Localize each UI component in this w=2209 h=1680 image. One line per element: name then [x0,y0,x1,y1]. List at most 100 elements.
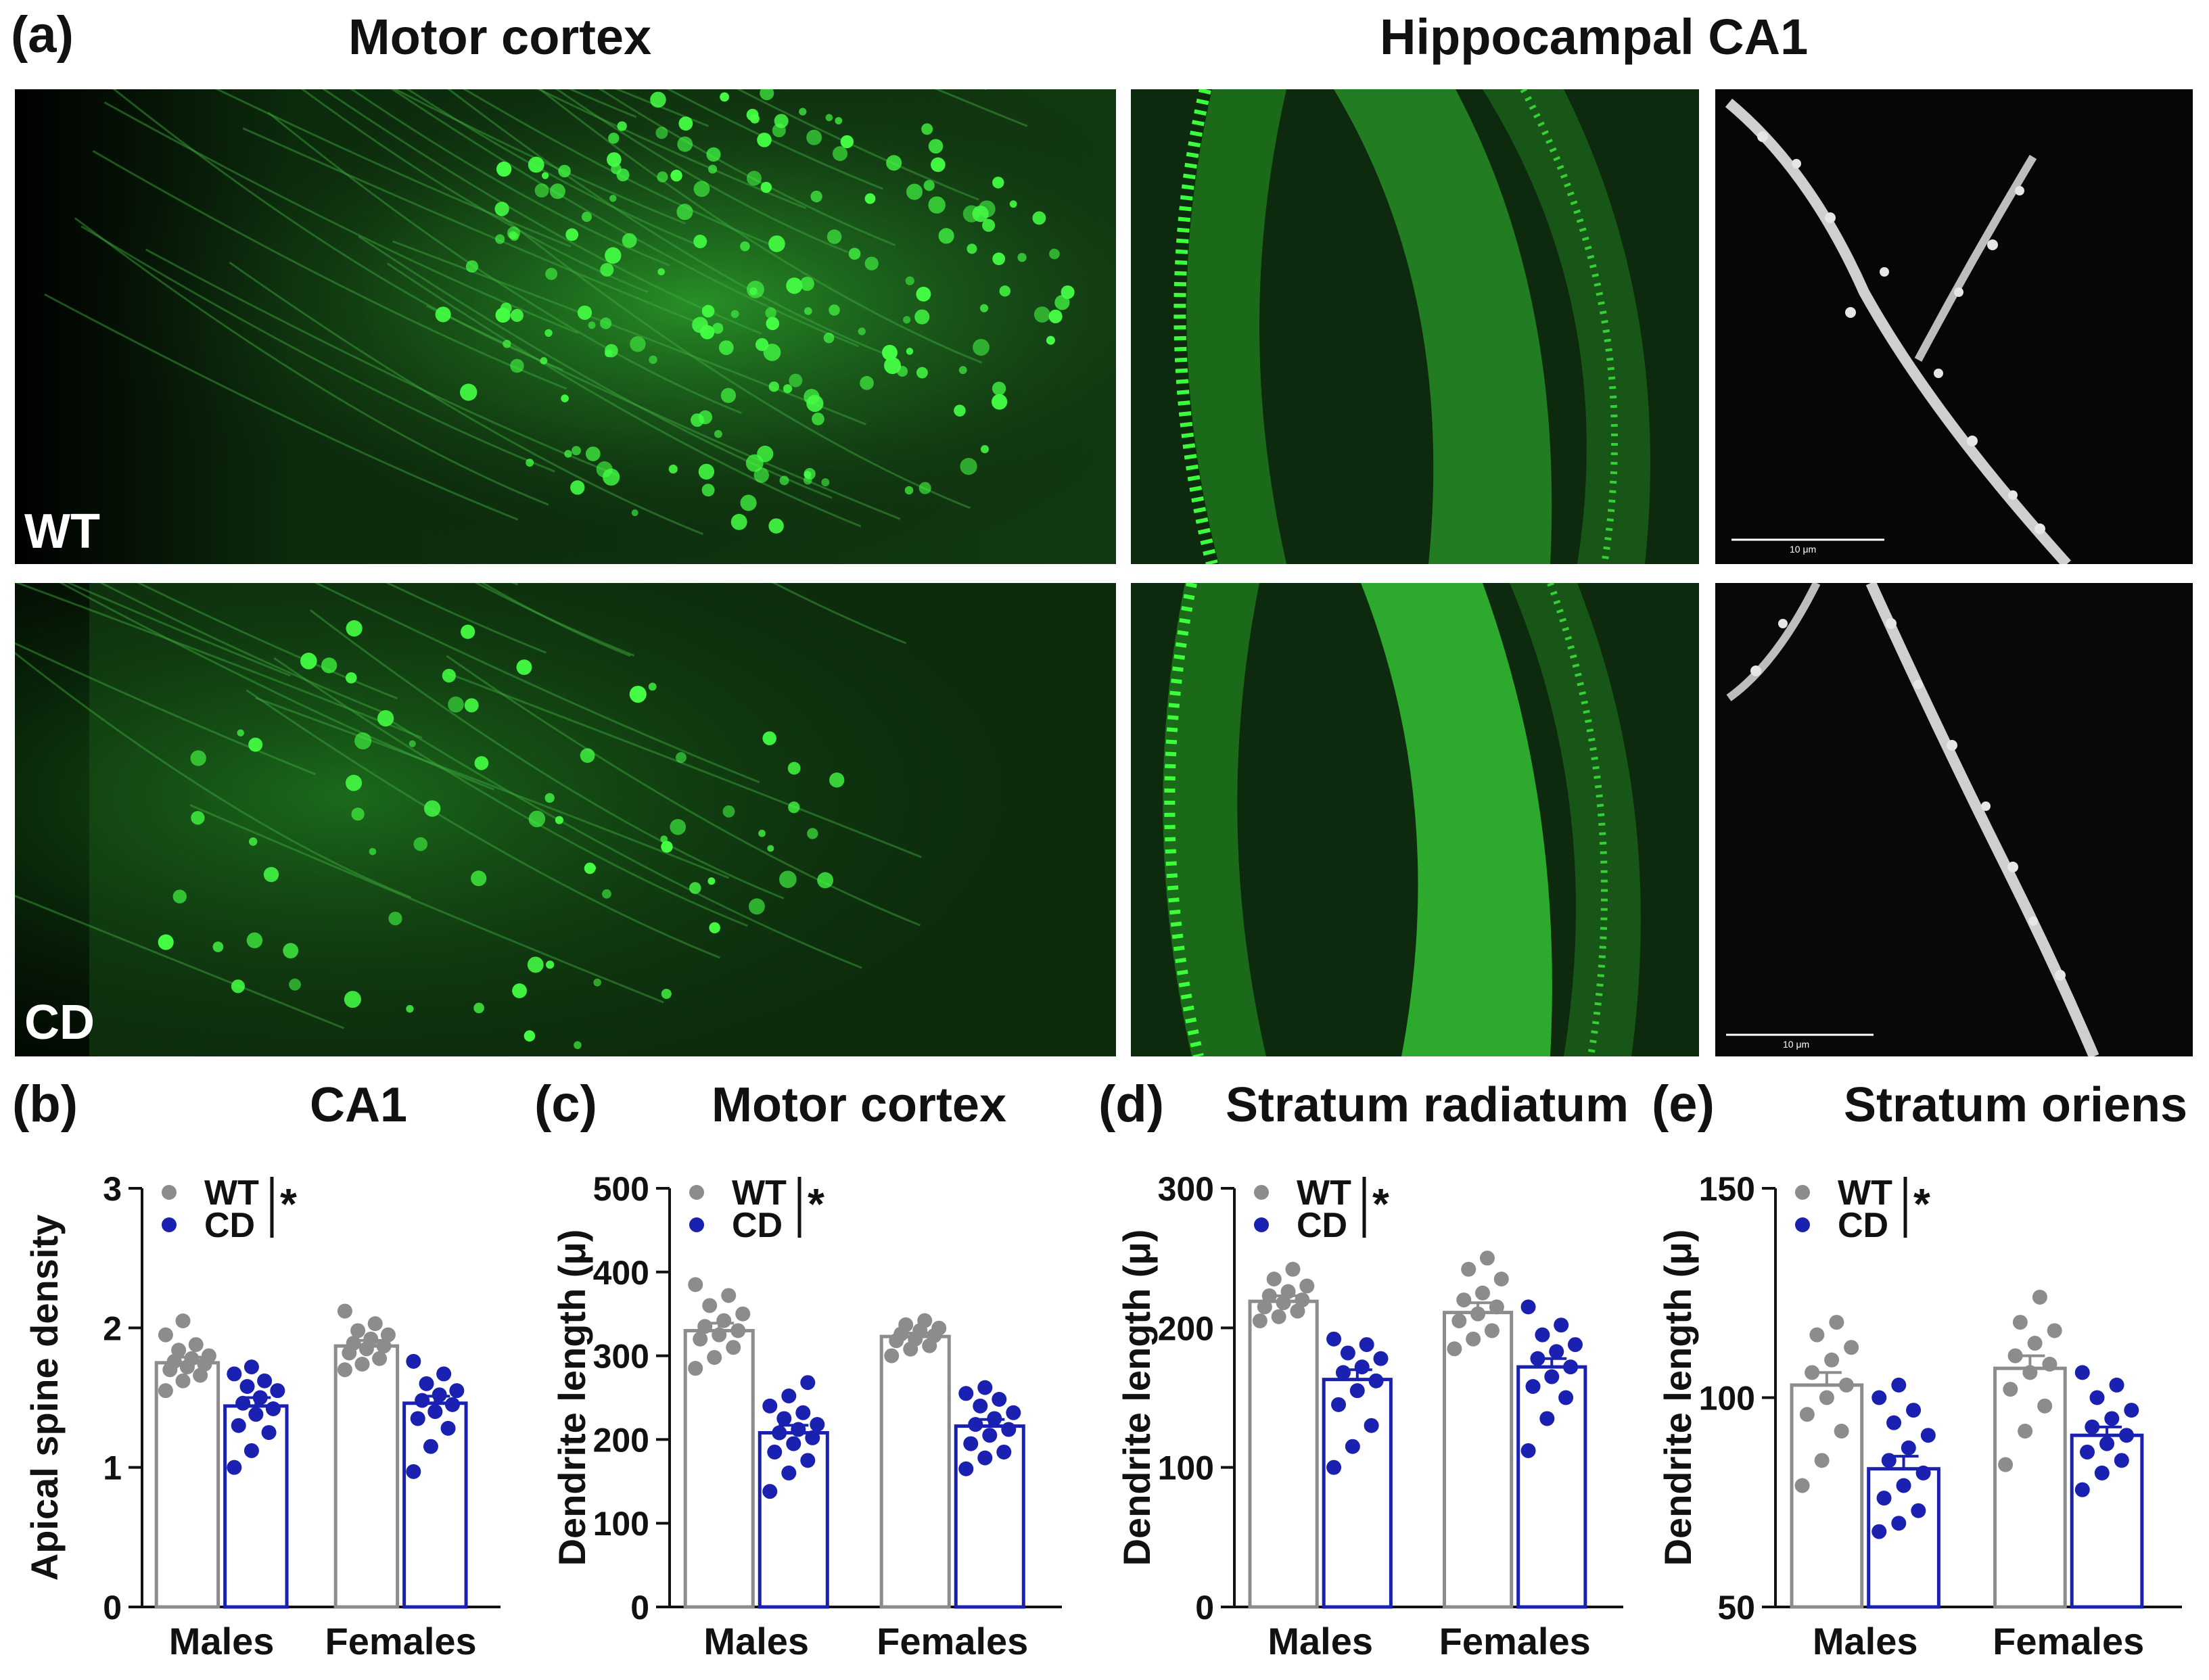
legend-marker-wt [162,1185,177,1200]
motor-cortex-title: Motor cortex [348,9,652,65]
data-point-cd [786,1436,801,1451]
data-point-cd [2104,1411,2120,1426]
labeled-neuron [954,404,966,417]
labeled-neuron [670,169,682,182]
labeled-neuron [906,183,923,200]
data-point-cd [800,1375,816,1391]
data-point-wt [346,1336,361,1351]
labeled-neuron [503,340,511,348]
labeled-neuron [740,241,750,252]
wt-ca1-fluorescence [1131,89,1699,564]
data-point-cd [444,1397,460,1412]
legend-label-wt: WT [204,1173,259,1213]
data-point-cd [1345,1439,1360,1454]
labeled-neuron [555,816,563,824]
data-point-cd [1359,1337,1374,1353]
labeled-neuron [248,837,258,846]
cd-motor-cortex-fluorescence [15,583,1116,1056]
data-point-wt [372,1351,388,1366]
data-point-wt [2042,1356,2057,1372]
labeled-neuron [992,381,1006,396]
bar-cd [223,1404,289,1609]
labeled-neuron [678,116,693,131]
labeled-neuron [661,988,672,1000]
labeled-neuron [561,394,569,402]
labeled-neuron [788,801,800,814]
labeled-neuron [973,339,990,356]
y-tick-label: 0 [1195,1589,1214,1627]
dendrite-trace [555,89,849,254]
data-point-wt [1295,1292,1310,1308]
labeled-neuron [459,383,478,401]
significance-marker: * [280,1180,297,1228]
data-point-cd [270,1383,285,1399]
labeled-neuron [609,195,617,202]
labeled-neuron [413,837,428,851]
data-point-cd [432,1387,447,1403]
labeled-neuron [787,762,801,775]
legend-label-cd: CD [732,1206,783,1245]
y-tick-label: 150 [1699,1170,1755,1208]
data-point-wt [730,1323,746,1338]
data-point-cd [1530,1351,1545,1366]
labeled-neuron [1049,248,1060,260]
bar-cd [1516,1365,1587,1609]
data-point-wt [1834,1424,1849,1439]
dendrite-trace [80,225,555,473]
dendrite-trace [358,235,833,499]
y-axis-label: Dendrite length (μ) [1115,1230,1158,1566]
labeled-neuron [1009,200,1017,208]
data-point-wt [350,1323,366,1338]
data-point-cd [762,1398,778,1414]
labeled-neuron [840,135,854,149]
data-point-cd [772,1425,787,1441]
bar-cd [1322,1378,1393,1609]
data-point-cd [1326,1331,1342,1347]
panel-letter: (b) [12,1075,78,1133]
labeled-neuron [860,375,874,390]
cd-ca1-image [1131,583,1699,1056]
dendrite-trace [99,583,387,715]
data-point-cd [1368,1373,1384,1389]
labeled-neuron [577,305,592,320]
data-point-cd [1906,1403,1922,1418]
data-point-wt [1466,1331,1481,1347]
dendrite-trace [388,718,862,969]
labeled-neuron [864,193,876,204]
dendrite-trace [426,305,901,520]
dendrite-trace [246,689,720,959]
labeled-neuron [804,468,816,480]
data-point-cd [231,1418,246,1433]
data-point-cd [248,1407,264,1422]
labeled-neuron [806,129,822,145]
dendrite-trace [446,655,921,927]
y-tick-label: 2 [103,1309,122,1347]
legend-marker-wt [1254,1185,1269,1200]
chart-b-svg: (b) CA1 Apical spine density 0 1 2 3 Males Femal… [12,1075,501,1662]
labeled-neuron [882,344,898,360]
dendrite-trace [74,217,549,506]
x-category-label: Males [1268,1620,1373,1662]
labeled-neuron [757,133,772,147]
data-point-wt [188,1337,204,1353]
data-point-wt [380,1327,396,1343]
legend-marker-cd [689,1217,704,1232]
dendrite-trace [474,583,635,657]
labeled-neuron [766,317,780,331]
dendrite-trace [145,248,620,477]
labeled-neuron [283,943,299,959]
labeled-neuron [237,729,245,737]
labeled-neuron [768,381,780,392]
labeled-neuron [263,866,279,883]
labeled-neuron [593,978,601,987]
bar-wt [333,1344,400,1609]
data-point-cd [1871,1524,1887,1539]
data-point-cd [235,1395,251,1411]
legend-label-wt: WT [1297,1173,1351,1213]
dendrite-trace [406,89,701,247]
data-point-wt [1493,1271,1509,1287]
dendrite-trace [463,89,776,248]
labeled-neuron [916,367,928,379]
x-category-label: Females [1439,1620,1591,1662]
labeled-neuron [344,991,361,1008]
